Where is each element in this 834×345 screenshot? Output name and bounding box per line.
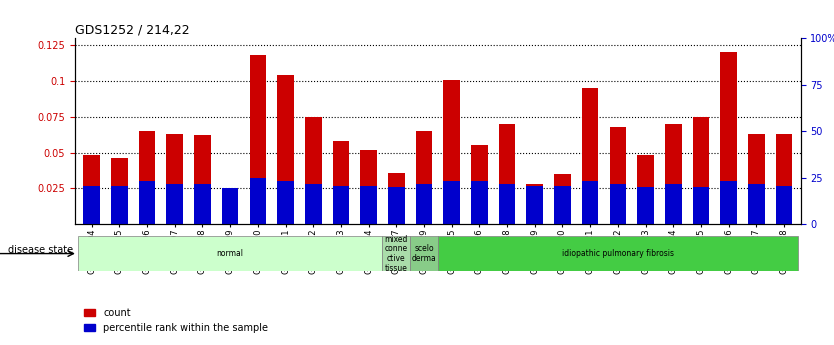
- Bar: [277, 181, 294, 224]
- Bar: [388, 187, 404, 224]
- Bar: [415, 131, 432, 224]
- Bar: [526, 186, 543, 224]
- Bar: [388, 172, 404, 224]
- Bar: [249, 55, 266, 224]
- Bar: [444, 79, 460, 224]
- Bar: [83, 186, 100, 224]
- Bar: [167, 134, 183, 224]
- Bar: [78, 236, 383, 271]
- Bar: [665, 124, 681, 224]
- Bar: [471, 146, 488, 224]
- Bar: [305, 184, 322, 224]
- Bar: [249, 178, 266, 224]
- Bar: [194, 135, 211, 224]
- Bar: [222, 188, 239, 224]
- Bar: [111, 158, 128, 224]
- Bar: [776, 186, 792, 224]
- Bar: [721, 181, 737, 224]
- Bar: [138, 131, 155, 224]
- Bar: [333, 186, 349, 224]
- Bar: [499, 184, 515, 224]
- Bar: [383, 236, 410, 271]
- Bar: [748, 184, 765, 224]
- Bar: [167, 184, 183, 224]
- Bar: [138, 181, 155, 224]
- Bar: [692, 117, 709, 224]
- Bar: [471, 181, 488, 224]
- Bar: [526, 184, 543, 224]
- Bar: [637, 187, 654, 224]
- Bar: [748, 134, 765, 224]
- Bar: [554, 174, 570, 224]
- Bar: [305, 117, 322, 224]
- Bar: [610, 184, 626, 224]
- Text: GDS1252 / 214,22: GDS1252 / 214,22: [75, 24, 189, 37]
- Bar: [444, 181, 460, 224]
- Bar: [610, 127, 626, 224]
- Bar: [410, 236, 438, 271]
- Bar: [111, 186, 128, 224]
- Bar: [499, 124, 515, 224]
- Bar: [582, 181, 599, 224]
- Text: mixed
conne
ctive
tissue: mixed conne ctive tissue: [384, 235, 408, 273]
- Bar: [665, 184, 681, 224]
- Text: normal: normal: [217, 249, 244, 258]
- Bar: [194, 184, 211, 224]
- Legend: count, percentile rank within the sample: count, percentile rank within the sample: [80, 304, 272, 337]
- Bar: [582, 88, 599, 224]
- Text: disease state: disease state: [8, 245, 73, 255]
- Bar: [438, 236, 798, 271]
- Text: idiopathic pulmonary fibrosis: idiopathic pulmonary fibrosis: [562, 249, 674, 258]
- Bar: [721, 52, 737, 224]
- Bar: [277, 75, 294, 224]
- Bar: [333, 141, 349, 224]
- Bar: [776, 134, 792, 224]
- Bar: [360, 150, 377, 224]
- Bar: [692, 187, 709, 224]
- Bar: [83, 156, 100, 224]
- Bar: [415, 184, 432, 224]
- Bar: [554, 186, 570, 224]
- Bar: [637, 156, 654, 224]
- Text: scelo
derma: scelo derma: [412, 244, 436, 263]
- Bar: [222, 188, 239, 224]
- Bar: [360, 186, 377, 224]
